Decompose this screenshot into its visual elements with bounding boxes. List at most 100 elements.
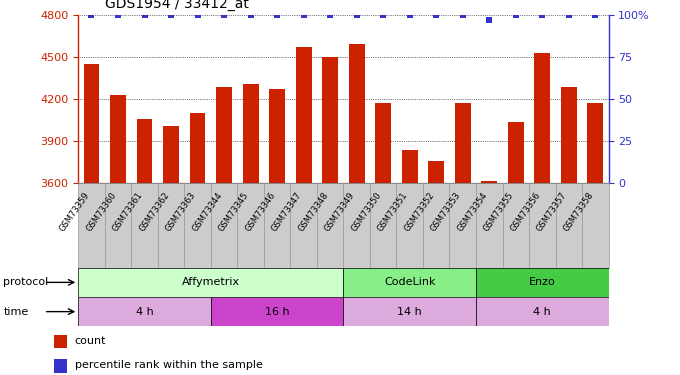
Bar [396,183,423,268]
Text: GSM73344: GSM73344 [190,190,224,232]
Text: GSM73354: GSM73354 [456,190,490,232]
Point [245,12,256,18]
Text: percentile rank within the sample: percentile rank within the sample [75,360,262,370]
Text: GSM73356: GSM73356 [509,190,542,233]
Point [113,12,124,18]
Point [351,12,362,18]
Bar [190,113,205,183]
Bar [243,84,258,183]
Text: 14 h: 14 h [397,307,422,316]
Text: GSM73358: GSM73358 [562,190,596,233]
Text: protocol: protocol [3,278,49,287]
Bar [137,119,152,183]
Text: GSM73349: GSM73349 [323,190,356,232]
Point [218,12,229,18]
Text: GSM73347: GSM73347 [270,190,303,233]
Bar [131,183,158,268]
Text: GSM73351: GSM73351 [376,190,409,232]
Bar [508,122,524,183]
Text: GSM73359: GSM73359 [58,190,91,232]
Text: GSM73352: GSM73352 [403,190,437,232]
Point [192,12,203,18]
Point [325,12,336,18]
Bar [237,183,264,268]
Point [457,12,468,18]
Text: GSM73363: GSM73363 [164,190,198,233]
Text: GDS1954 / 33412_at: GDS1954 / 33412_at [105,0,249,11]
Text: GSM73346: GSM73346 [243,190,277,233]
Bar [423,183,449,268]
Bar [343,297,476,326]
Bar [84,64,99,183]
Bar [343,183,370,268]
Point [298,12,309,18]
Bar [370,183,396,268]
Bar [78,183,105,268]
Bar [476,268,609,297]
Bar [349,45,364,183]
Bar [163,126,179,183]
Bar [54,359,67,373]
Bar [561,87,577,183]
Bar [216,87,232,183]
Text: 16 h: 16 h [265,307,290,316]
Bar [529,183,556,268]
Bar [105,183,131,268]
Point [377,12,388,18]
Text: Enzo: Enzo [529,278,556,287]
Bar [481,181,497,183]
Text: GSM73360: GSM73360 [84,190,118,233]
Bar [375,104,391,183]
Point [537,12,547,18]
Bar [110,95,126,183]
Text: GSM73353: GSM73353 [429,190,462,233]
Point [86,12,97,18]
Bar [503,183,529,268]
Bar [534,53,550,183]
Bar [264,183,290,268]
Bar [158,183,184,268]
Bar [476,183,503,268]
Bar [184,183,211,268]
Bar [449,183,476,268]
Bar [588,104,603,183]
Bar [343,268,476,297]
Text: GSM73350: GSM73350 [350,190,383,232]
Bar [296,47,311,183]
Text: 4 h: 4 h [533,307,551,316]
Bar [78,297,211,326]
Bar [402,150,418,183]
Bar [269,89,285,183]
Point [404,12,415,18]
Bar [455,104,471,183]
Text: GSM73362: GSM73362 [137,190,171,233]
Point [590,12,600,18]
Bar [476,297,609,326]
Text: count: count [75,336,106,346]
Text: CodeLink: CodeLink [384,278,435,287]
Bar [428,161,444,183]
Text: time: time [3,307,29,316]
Text: Affymetrix: Affymetrix [182,278,240,287]
Point [139,12,150,18]
Bar [322,57,338,183]
Text: GSM73355: GSM73355 [482,190,515,232]
Bar [211,297,343,326]
Point [563,12,574,18]
Point [510,12,521,18]
Bar [582,183,609,268]
Text: GSM73345: GSM73345 [217,190,250,232]
Bar [556,183,582,268]
Bar [290,183,317,268]
Bar [211,183,237,268]
Text: GSM73357: GSM73357 [535,190,568,233]
Point [272,12,283,18]
Text: 4 h: 4 h [135,307,154,316]
Point [165,12,176,18]
Text: GSM73348: GSM73348 [296,190,330,233]
Point [430,12,441,18]
Bar [317,183,343,268]
Text: GSM73361: GSM73361 [111,190,144,233]
Bar [78,268,343,297]
Bar [54,334,67,348]
